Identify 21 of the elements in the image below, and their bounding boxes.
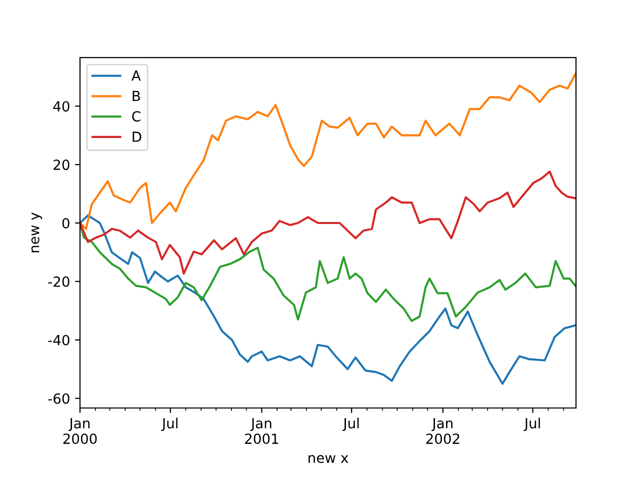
x-tick-label: Jul <box>161 418 178 432</box>
y-tick-label: 40 <box>53 101 70 112</box>
y-tick-label: -20 <box>48 276 70 287</box>
x-tick-label: Jan 2002 <box>426 418 460 444</box>
y-tick-label: -40 <box>48 334 70 346</box>
line-series <box>80 72 576 230</box>
y-tick-label: 0 <box>62 218 70 228</box>
x-tick-label: Jul <box>524 418 540 432</box>
legend-label: A <box>131 70 141 81</box>
x-tick-label: Jan 2001 <box>245 418 278 444</box>
line-series <box>80 214 576 385</box>
y-tick-label: -60 <box>48 393 70 404</box>
x-tick-label: Jan 2000 <box>63 418 97 444</box>
legend-label: D <box>132 132 142 142</box>
x-tick-label: Jul <box>342 418 359 432</box>
legend-label: C <box>132 111 140 122</box>
x-axis-title: new x <box>308 455 348 464</box>
y-axis-title: new y <box>31 212 42 252</box>
line-series <box>80 170 576 275</box>
legend-label: B <box>132 90 140 102</box>
y-tick-label: 20 <box>54 160 70 170</box>
